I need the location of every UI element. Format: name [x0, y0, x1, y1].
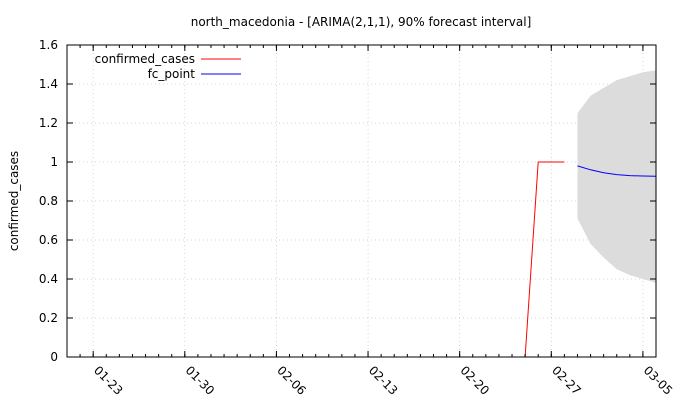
y-tick-label: 0.2 [39, 311, 58, 325]
legend-label: confirmed_cases [95, 52, 195, 66]
x-tick-label: 02-06 [274, 363, 309, 398]
x-tick-label: 02-20 [458, 363, 493, 398]
chart-title: north_macedonia - [ARIMA(2,1,1), 90% for… [191, 15, 532, 29]
x-tick-label: 03-05 [641, 363, 676, 398]
series-line-fc_point [577, 165, 657, 177]
y-axis-label: confirmed_cases [7, 151, 21, 251]
grid-lines [67, 44, 656, 358]
y-tick-label: 1.6 [39, 38, 58, 52]
series-layer [524, 161, 657, 358]
x-tick-label: 01-30 [183, 363, 218, 398]
series-line-confirmed_cases [524, 161, 565, 358]
y-tick-label: 1.2 [39, 116, 58, 130]
y-tick-label: 0.4 [39, 272, 58, 286]
forecast-interval-area [577, 70, 656, 283]
y-tick-label: 1.4 [39, 77, 58, 91]
y-tick-label: 0.8 [39, 194, 58, 208]
y-tick-label: 0 [50, 350, 58, 364]
legend-label: fc_point [148, 67, 196, 81]
y-tick-label: 1 [50, 155, 58, 169]
y-tick-label: 0.6 [39, 233, 58, 247]
forecast-interval-band [577, 70, 656, 283]
x-tick-label: 02-13 [366, 363, 401, 398]
x-tick-label: 01-23 [91, 363, 126, 398]
x-tick-label: 02-27 [549, 363, 584, 398]
